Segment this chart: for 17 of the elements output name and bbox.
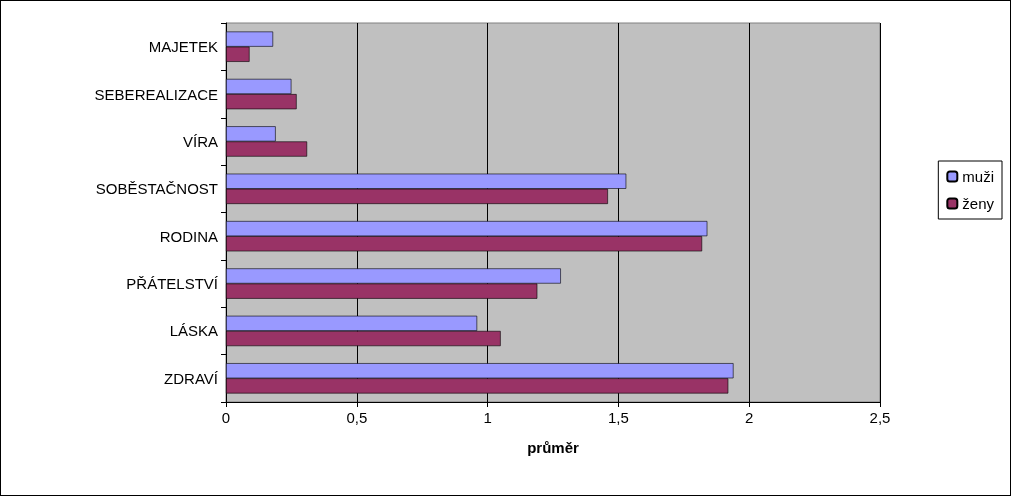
x-tick-label: 2 bbox=[745, 409, 754, 426]
y-tick-label: VÍRA bbox=[182, 132, 218, 150]
y-tick-label: PŘÁTELSTVÍ bbox=[126, 275, 219, 293]
x-tick-label: 0 bbox=[221, 409, 231, 426]
y-tick-label: MAJETEK bbox=[148, 38, 218, 56]
x-tick-label: 1,5 bbox=[607, 409, 629, 426]
legend-label: ženy bbox=[962, 195, 995, 212]
x-axis-title: průměr bbox=[527, 439, 579, 456]
y-tick-label: RODINA bbox=[159, 227, 218, 245]
y-tick-label: SEBEREALIZACE bbox=[94, 85, 218, 103]
legend-label: muži bbox=[962, 168, 994, 185]
y-tick-label: SOBĚSTAČNOST bbox=[95, 180, 218, 198]
y-tick-label: LÁSKA bbox=[169, 322, 218, 340]
x-tick-label: 2,5 bbox=[869, 409, 891, 426]
x-tick-label: 0,5 bbox=[346, 409, 368, 426]
y-tick-label: ZDRAVÍ bbox=[164, 369, 219, 387]
x-tick-label: 1 bbox=[483, 409, 492, 426]
